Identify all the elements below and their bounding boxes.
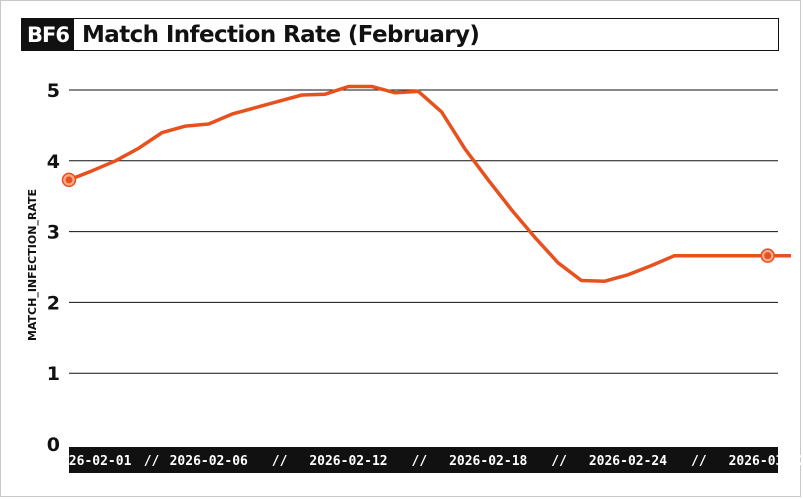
x-tick-label: 2026-02-01 bbox=[53, 454, 131, 469]
x-tick-label: 2026-02-18 bbox=[449, 454, 527, 469]
y-tick-label: 1 bbox=[47, 363, 60, 385]
x-tick-separator: // bbox=[144, 454, 160, 469]
bf6-badge: BF6 bbox=[22, 19, 74, 50]
start-point-dot bbox=[65, 176, 73, 184]
chart-title-bar: BF6 Match Infection Rate (February) bbox=[21, 18, 779, 51]
x-axis-band bbox=[69, 447, 778, 473]
y-tick-label: 2 bbox=[47, 292, 60, 314]
x-tick-separator: // bbox=[551, 454, 567, 469]
y-tick-label: 5 bbox=[47, 80, 60, 102]
x-tick-separator: // bbox=[272, 454, 288, 469]
x-tick-separator: // bbox=[412, 454, 428, 469]
x-tick-label: 2026-03-02 bbox=[729, 454, 803, 469]
x-tick-label: 2026-02-12 bbox=[309, 454, 387, 469]
x-tick-separator: // bbox=[691, 454, 707, 469]
chart-title: Match Infection Rate (February) bbox=[82, 21, 480, 48]
series-line bbox=[68, 84, 791, 283]
y-tick-label: 4 bbox=[47, 151, 60, 173]
x-tick-label: 2026-02-24 bbox=[589, 454, 667, 469]
x-tick-label: 2026-02-06 bbox=[170, 454, 248, 469]
y-axis-label: MATCH_INFECTION_RATE bbox=[26, 189, 39, 341]
y-tick-label: 0 bbox=[47, 434, 60, 456]
y-tick-label: 3 bbox=[47, 222, 60, 244]
end-point-dot bbox=[764, 252, 772, 260]
